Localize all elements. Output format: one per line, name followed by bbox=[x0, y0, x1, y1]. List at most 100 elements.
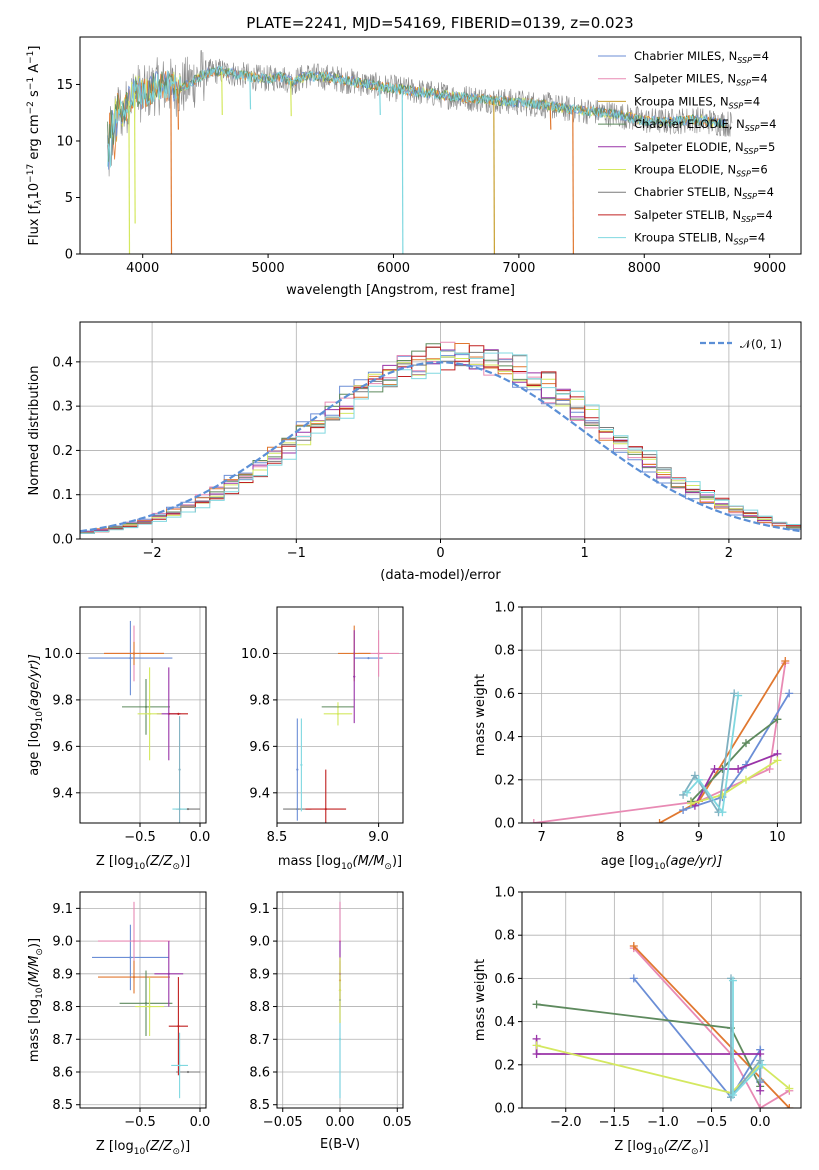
data-point bbox=[132, 939, 136, 943]
absorption-line bbox=[549, 105, 552, 130]
y-tick-label: 0.2 bbox=[494, 773, 515, 788]
absorption-line bbox=[290, 81, 292, 117]
axes-frame bbox=[79, 321, 802, 540]
residuals-plot bbox=[80, 341, 801, 534]
data-point bbox=[132, 975, 136, 979]
y-axis-label: Flux [fλ10−17 erg cm−2 s−1 A−1] bbox=[26, 46, 44, 246]
weight-marker bbox=[629, 942, 638, 950]
data-point bbox=[129, 956, 132, 959]
y-tick-label: 8.7 bbox=[52, 1033, 73, 1048]
weight-marker bbox=[741, 775, 750, 784]
weight-marker bbox=[734, 691, 743, 700]
x-tick-label: 9000 bbox=[753, 261, 786, 276]
legend-entry: Kroupa MILES, NSSP=4 bbox=[634, 94, 760, 110]
weight-marker bbox=[741, 739, 750, 748]
x-tick-label: −1.0 bbox=[647, 1115, 679, 1130]
y-tick-label: 8.8 bbox=[52, 1000, 73, 1015]
weight-marker bbox=[728, 976, 737, 985]
axes-frame bbox=[276, 891, 404, 1109]
y-tick-label: 1.0 bbox=[494, 886, 515, 901]
absorption-line bbox=[133, 92, 136, 224]
y-tick-label: 5 bbox=[65, 191, 73, 206]
weight-marker bbox=[529, 819, 538, 823]
y-tick-label: 0.1 bbox=[52, 488, 73, 503]
data-point bbox=[300, 763, 303, 767]
data-point bbox=[338, 1038, 342, 1041]
absorption-line bbox=[128, 100, 131, 254]
y-tick-label: 0.6 bbox=[494, 972, 515, 987]
y-tick-label: 0.8 bbox=[494, 644, 515, 659]
axes-frame bbox=[276, 606, 404, 824]
y-tick-label: 9.0 bbox=[249, 935, 270, 950]
x-tick-label: −2.0 bbox=[550, 1115, 582, 1130]
data-point bbox=[336, 712, 340, 715]
weight-marker bbox=[686, 799, 695, 808]
y-tick-label: 8.8 bbox=[249, 1000, 270, 1015]
absorption-line bbox=[249, 76, 252, 110]
weight-line bbox=[633, 945, 790, 1108]
x-tick-label: 5000 bbox=[252, 261, 285, 276]
weight-marker bbox=[785, 1104, 794, 1108]
data-point bbox=[177, 712, 180, 715]
legend-entry: Salpeter ELODIE, NSSP=5 bbox=[634, 140, 775, 156]
x-tick-label: −1.5 bbox=[599, 1115, 631, 1130]
weight_vs_age-plot bbox=[529, 657, 794, 823]
x-tick-label: 8000 bbox=[628, 261, 661, 276]
y-tick-label: 9.0 bbox=[52, 935, 73, 950]
y-tick-label: 0.2 bbox=[52, 444, 73, 459]
data-point bbox=[177, 1025, 180, 1028]
mass_vs_Z-plot bbox=[92, 901, 200, 1099]
y-tick-label: 8.6 bbox=[52, 1066, 73, 1081]
x-axis-label: age [log10(age/yr)] bbox=[601, 854, 723, 872]
axes-frame bbox=[521, 606, 802, 824]
weight-marker bbox=[629, 974, 638, 983]
y-tick-label: 9.6 bbox=[52, 740, 73, 755]
x-axis-label: Z [log10(Z/Z⊙)] bbox=[96, 854, 190, 872]
x-tick-label: −1 bbox=[287, 546, 306, 561]
y-tick-label: 8.5 bbox=[249, 1098, 270, 1113]
weight-marker bbox=[710, 765, 719, 773]
y-tick-label: 0.4 bbox=[52, 355, 73, 370]
weight-marker bbox=[756, 1104, 765, 1108]
x-tick-label: 9.0 bbox=[368, 830, 389, 845]
mass_vs_Z-panel: −0.5 0.0 8.5 8.6 8.7 8.8 8.9 9.0 9.1 Z [log10(Z/Z… bbox=[27, 891, 210, 1157]
weight-marker bbox=[734, 765, 743, 773]
y-tick-label: 10.0 bbox=[44, 647, 73, 662]
legend-entry: Kroupa ELODIE, NSSP=6 bbox=[634, 163, 768, 179]
weight-line bbox=[690, 759, 778, 805]
y-tick-label: 8.9 bbox=[249, 967, 270, 982]
x-tick-label: 9 bbox=[695, 830, 703, 845]
data-point bbox=[377, 652, 380, 655]
panels: 4000 5000 6000 7000 8000 9000051015wavelength… bbox=[26, 36, 802, 1157]
x-tick-label: 8 bbox=[616, 830, 624, 845]
weight-marker bbox=[694, 775, 703, 784]
weight_vs_Z-panel: −2.0 −1.5 −1.0 −0.5 0.0 0.0 0.2 0.4 0.6 0.8 1.0 Z [… bbox=[473, 886, 802, 1157]
residuals-panel: −2 −1 0 1 2 0.0 0.1 0.2 0.3 0.4 (data-model)/error… bbox=[27, 321, 802, 583]
weight-marker bbox=[773, 715, 782, 724]
absorption-line bbox=[221, 71, 223, 115]
y-axis-label: Normed distribution bbox=[27, 366, 42, 496]
y-tick-label: 0.4 bbox=[494, 730, 515, 745]
y-tick-label: 15 bbox=[56, 78, 73, 93]
x-tick-label: 7000 bbox=[502, 261, 535, 276]
x-axis-label: Z [log10(Z/Z⊙)] bbox=[96, 1139, 190, 1157]
y-tick-label: 0.3 bbox=[52, 400, 73, 415]
x-tick-label: 7 bbox=[538, 830, 546, 845]
data-point bbox=[186, 1070, 190, 1074]
x-tick-label: 10 bbox=[769, 830, 786, 845]
y-tick-label: 8.6 bbox=[249, 1066, 270, 1081]
data-point bbox=[338, 989, 342, 992]
data-point bbox=[178, 768, 181, 771]
legend-entry: Kroupa STELIB, NSSP=4 bbox=[634, 231, 765, 247]
y-tick-label: 9.6 bbox=[249, 740, 270, 755]
y-tick-label: 9.1 bbox=[52, 902, 73, 917]
y-tick-label: 0.0 bbox=[494, 1102, 515, 1117]
legend-entry: Salpeter STELIB, NSSP=4 bbox=[634, 208, 773, 224]
mass_vs_EBV-plot bbox=[338, 901, 342, 1099]
x-tick-label: 4000 bbox=[126, 261, 159, 276]
weight-marker bbox=[781, 657, 790, 665]
x-tick-label: 6000 bbox=[377, 261, 410, 276]
x-axis-label: E(B-V) bbox=[320, 1137, 360, 1152]
y-tick-label: 0.0 bbox=[52, 533, 73, 548]
x-tick-label: 8.5 bbox=[267, 830, 288, 845]
